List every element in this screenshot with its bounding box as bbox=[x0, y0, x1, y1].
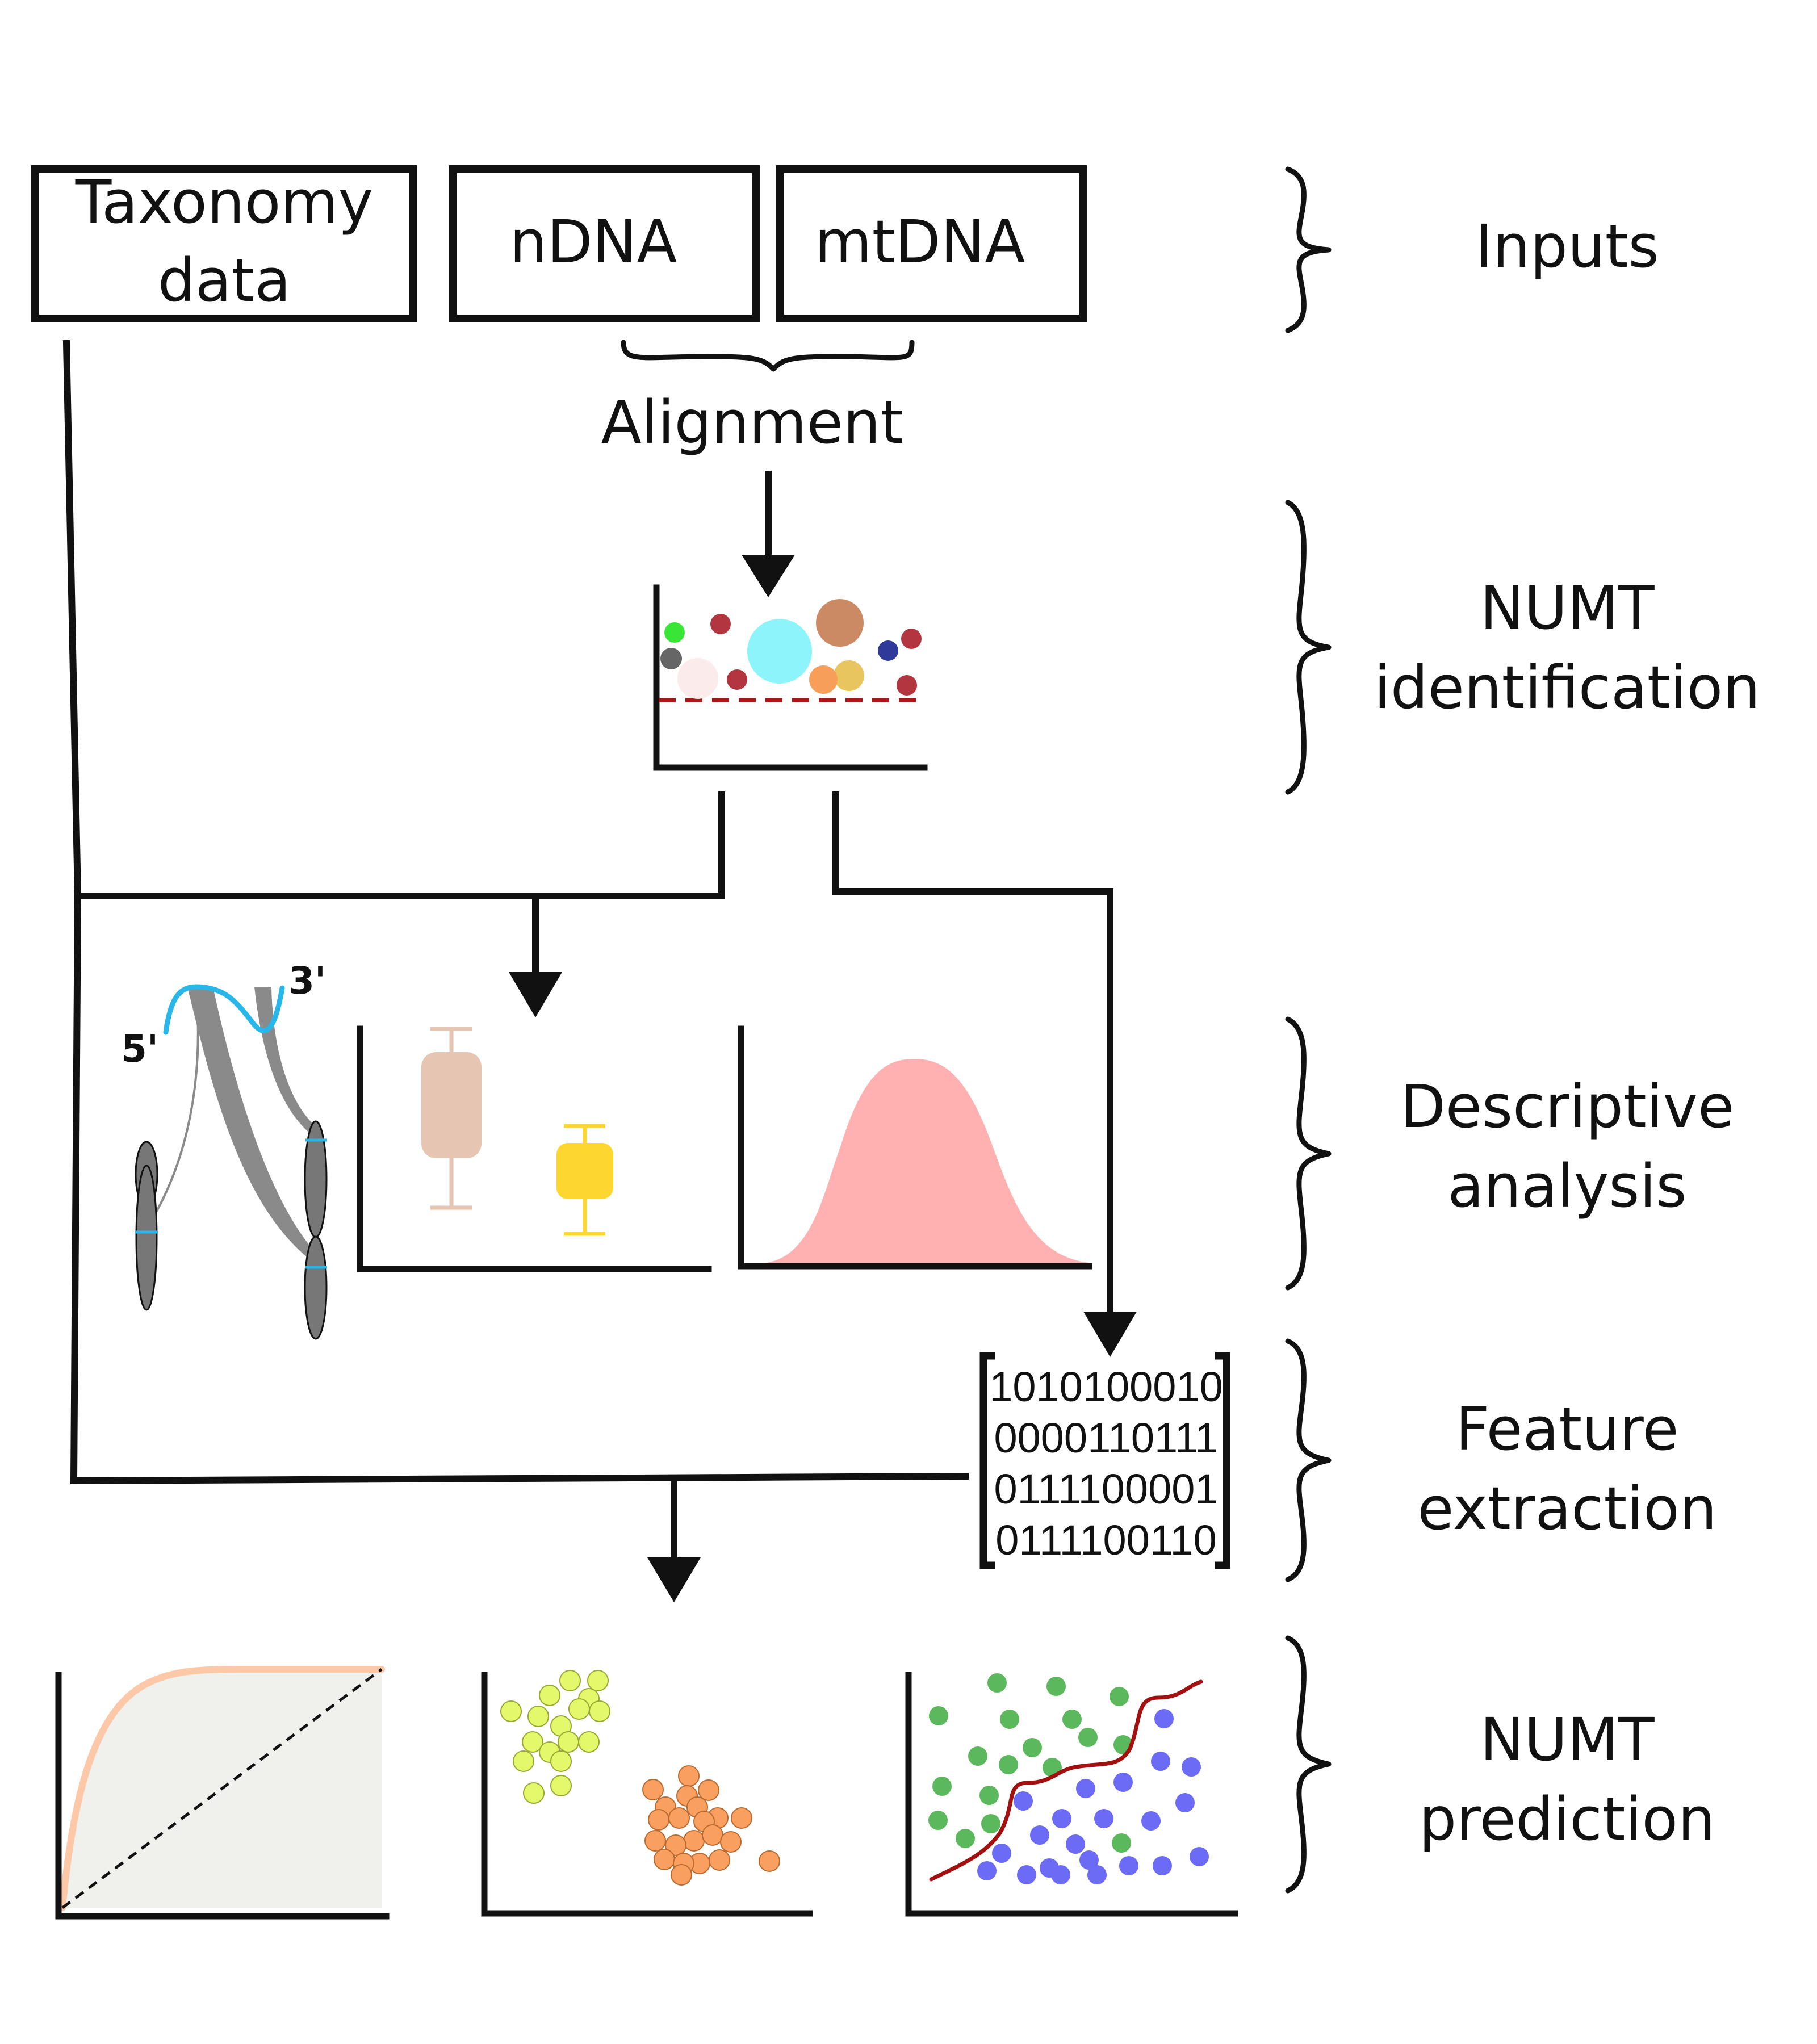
dna-segment bbox=[163, 984, 285, 1035]
arrow-to-feature-matrix bbox=[1083, 1312, 1137, 1357]
identification-plot bbox=[653, 584, 928, 771]
roc-curve bbox=[59, 1666, 385, 1911]
stage-braces bbox=[1285, 166, 1332, 1894]
taxonomy-label-line1: Taxonomy bbox=[75, 167, 373, 237]
connector-lines bbox=[62, 340, 1113, 1570]
brace-inputs bbox=[1285, 166, 1332, 333]
cluster-green bbox=[500, 1670, 610, 1804]
stage-label-inputs: Inputs bbox=[1475, 212, 1659, 281]
stage-label-feature-1: Feature bbox=[1456, 1394, 1679, 1464]
bubble bbox=[664, 622, 685, 643]
boxplot-box bbox=[556, 1124, 613, 1236]
classification-axes bbox=[905, 1672, 1238, 1917]
bubble bbox=[878, 640, 898, 661]
taxonomy-label-line2: data bbox=[158, 246, 291, 315]
insertion-ribbon bbox=[254, 987, 313, 1134]
arrow-to-identification bbox=[742, 555, 795, 597]
stage-label-prediction-1: NUMT bbox=[1480, 1705, 1655, 1774]
cluster-chart bbox=[481, 1670, 813, 1917]
bubble bbox=[727, 669, 747, 690]
insertion-ribbon bbox=[146, 986, 199, 1228]
brace-identification bbox=[1285, 500, 1332, 795]
chromosome-left bbox=[135, 1165, 158, 1311]
mtdna-box: mtDNA bbox=[776, 165, 1087, 322]
stage-labels: Inputs NUMT identification Descriptive a… bbox=[1374, 212, 1760, 1854]
flow-arrows bbox=[509, 555, 1137, 1602]
bubble bbox=[834, 660, 864, 691]
stage-label-numt-identification-1: NUMT bbox=[1480, 573, 1655, 643]
alignment-brace bbox=[621, 340, 915, 372]
stage-label-descriptive-1: Descriptive bbox=[1400, 1072, 1734, 1141]
matrix-row: 0111100110 bbox=[995, 1517, 1217, 1564]
matrix-bracket-right bbox=[1215, 1352, 1230, 1569]
cluster-orange bbox=[642, 1765, 780, 1886]
boxplot-box bbox=[421, 1027, 482, 1210]
roc-chart bbox=[55, 1666, 390, 1920]
density-axes bbox=[738, 1025, 1092, 1270]
density-chart bbox=[738, 1025, 1096, 1270]
bubble bbox=[677, 658, 718, 699]
bubble bbox=[747, 619, 812, 684]
density-curve bbox=[761, 1059, 1096, 1263]
class-green-points bbox=[928, 1673, 1133, 1853]
stage-label-prediction-2: prediction bbox=[1419, 1785, 1715, 1854]
boxplot-axes bbox=[357, 1025, 712, 1272]
bubble bbox=[897, 675, 917, 696]
cluster-axes bbox=[481, 1672, 813, 1917]
decision-boundary bbox=[929, 1679, 1203, 1882]
roc-diagonal bbox=[61, 1668, 383, 1909]
bubble bbox=[660, 648, 682, 669]
matrix-row: 0000110111 bbox=[994, 1414, 1218, 1461]
chromosome-right bbox=[304, 1235, 328, 1340]
brace-descriptive bbox=[1285, 1016, 1332, 1291]
insertion-ribbon bbox=[187, 987, 315, 1260]
matrix-row: 0111100001 bbox=[994, 1465, 1218, 1513]
roc-axes bbox=[55, 1672, 390, 1920]
identification-axes bbox=[653, 584, 928, 771]
stage-label-feature-2: extraction bbox=[1417, 1474, 1716, 1543]
bubble bbox=[816, 599, 864, 647]
brace-feature bbox=[1285, 1338, 1332, 1582]
matrix-bracket-left bbox=[979, 1352, 995, 1569]
boxplot-chart bbox=[357, 1025, 712, 1272]
stage-label-descriptive-2: analysis bbox=[1447, 1151, 1686, 1221]
mtdna-label: mtDNA bbox=[814, 207, 1025, 277]
ndna-box: nDNA bbox=[449, 165, 760, 322]
three-prime-label: 3' bbox=[288, 959, 326, 1003]
five-prime-label: 5' bbox=[121, 1027, 158, 1071]
chromosome-insertion-icon: 5' 3' bbox=[121, 959, 328, 1340]
bubble bbox=[710, 614, 731, 634]
ndna-label: nDNA bbox=[510, 207, 677, 277]
bubble bbox=[809, 665, 838, 694]
classification-chart bbox=[905, 1672, 1238, 1917]
matrix-row: 1010100010 bbox=[989, 1363, 1223, 1410]
stage-label-numt-identification-2: identification bbox=[1374, 653, 1760, 722]
taxonomy-box: Taxonomy data bbox=[31, 165, 417, 322]
feature-matrix: 1010100010 0000110111 0111100001 0111100… bbox=[979, 1352, 1230, 1569]
arrow-to-descriptive bbox=[509, 972, 562, 1017]
arrow-to-prediction bbox=[647, 1557, 701, 1602]
alignment-label: Alignment bbox=[601, 388, 904, 457]
brace-prediction bbox=[1285, 1635, 1332, 1894]
bubble bbox=[901, 629, 922, 649]
class-blue-points bbox=[977, 1709, 1209, 1884]
